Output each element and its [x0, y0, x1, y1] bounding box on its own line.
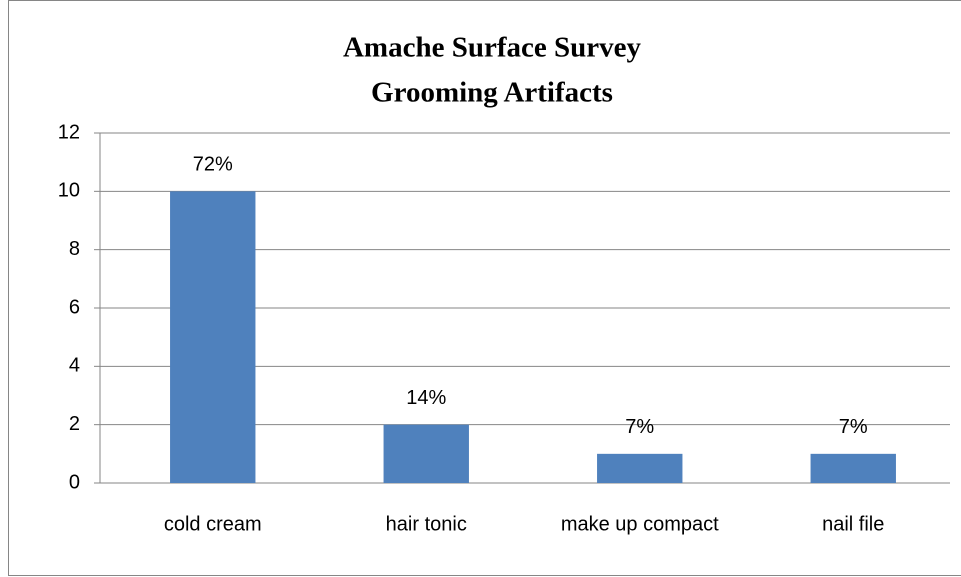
y-tick-label: 8 [69, 238, 80, 260]
value-label: 72% [193, 154, 233, 176]
bar [597, 453, 683, 483]
y-tick-label: 4 [69, 355, 80, 377]
x-tick-label: cold cream [164, 513, 262, 535]
bar [170, 191, 256, 484]
y-tick-label: 10 [58, 180, 80, 202]
value-label: 7% [839, 416, 868, 438]
chart-title: Amache Surface Survey [343, 32, 642, 64]
x-tick-label: nail file [822, 513, 884, 535]
x-tick-label: hair tonic [386, 513, 467, 535]
bar [383, 424, 469, 483]
y-tick-label: 12 [58, 121, 80, 143]
y-tick-label: 2 [69, 413, 80, 435]
bar [810, 453, 896, 483]
chart-subtitle: Grooming Artifacts [371, 77, 613, 109]
chart-frame [8, 0, 961, 576]
value-label: 14% [406, 387, 446, 409]
y-tick-label: 6 [69, 296, 80, 318]
x-tick-label: make up compact [561, 513, 719, 535]
value-label: 7% [625, 416, 654, 438]
y-tick-label: 0 [69, 471, 80, 493]
